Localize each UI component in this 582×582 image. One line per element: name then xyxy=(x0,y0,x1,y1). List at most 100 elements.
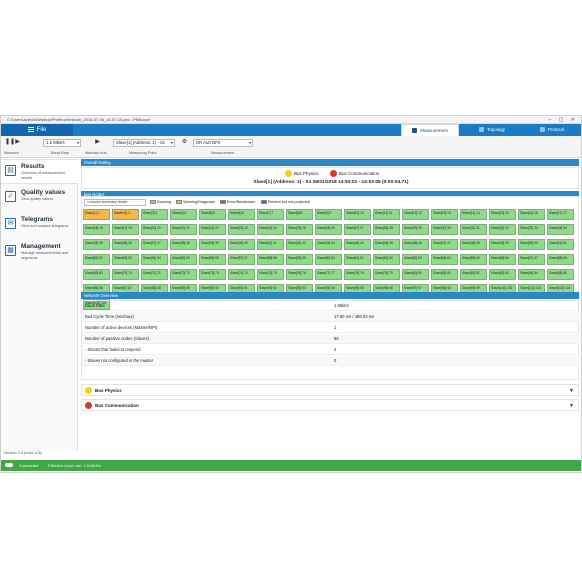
bus-node[interactable]: Slave[17] 17 xyxy=(547,209,574,220)
bus-node[interactable]: Slave[73] 73 xyxy=(199,269,226,280)
chevron-down-icon[interactable]: ▼ xyxy=(569,388,574,394)
tab-topology[interactable]: Topology xyxy=(463,124,521,136)
bus-node[interactable]: Slave[74] 74 xyxy=(228,269,255,280)
maintain-bus-button[interactable]: ▶ xyxy=(95,139,100,145)
bus-node[interactable]: Slave[42] 42 xyxy=(286,239,313,250)
bus-node[interactable]: Slave[27] 27 xyxy=(344,224,371,235)
bus-node[interactable]: Slave[56] 56 xyxy=(199,254,226,265)
bus-node[interactable]: Slave[1] 1 xyxy=(83,209,110,220)
settings-icon[interactable]: ⚙ xyxy=(181,139,188,145)
bus-node[interactable]: Slave[4] 4 xyxy=(170,209,197,220)
bus-node[interactable]: Slave[25] 25 xyxy=(286,224,313,235)
sidebar-item-management[interactable]: ▦ Management Manage measurements and seg… xyxy=(1,240,78,265)
bus-node[interactable]: Slave[13] 13 xyxy=(431,209,458,220)
tab-protocol[interactable]: Protocol xyxy=(523,124,581,136)
bus-node[interactable]: Slave[36] 36 xyxy=(112,239,139,250)
bus-node[interactable]: Slave[10] 10 xyxy=(344,209,371,220)
connection-toggle-icon[interactable] xyxy=(5,463,13,467)
bus-node[interactable]: Slave[41] 41 xyxy=(257,239,284,250)
pause-button[interactable]: ❚❚ xyxy=(5,139,16,145)
bus-node[interactable]: Slave[55] 55 xyxy=(170,254,197,265)
measuring-point-select[interactable]: Slave[1] (Address: 1) - S1 ▾ xyxy=(113,139,175,147)
window-controls[interactable]: – ▢ ✕ xyxy=(548,117,578,123)
bus-node[interactable]: Slave[49] 49 xyxy=(489,239,516,250)
bus-node[interactable]: Slave[18] 18 xyxy=(83,224,110,235)
bus-node[interactable]: Slave[33] 33 xyxy=(518,224,545,235)
bus-node[interactable]: Slave[38] 38 xyxy=(170,239,197,250)
bus-node[interactable]: Slave[26] 26 xyxy=(315,224,342,235)
bus-node[interactable]: Slave[75] 75 xyxy=(257,269,284,280)
file-menu-button[interactable]: File xyxy=(1,124,73,136)
play-button[interactable]: ▶ xyxy=(15,139,20,145)
bus-node[interactable]: Slave[70] 70 xyxy=(112,269,139,280)
bus-node[interactable]: Slave[72] 72 xyxy=(170,269,197,280)
bus-node[interactable]: Slave[47] 47 xyxy=(431,239,458,250)
bus-node[interactable]: Master[1] 1 xyxy=(112,209,139,220)
bus-node[interactable]: Slave[84] 84 xyxy=(518,269,545,280)
bus-node[interactable]: Slave[66] 66 xyxy=(489,254,516,265)
bus-node[interactable]: Slave[67] 67 xyxy=(518,254,545,265)
sidebar-item-telegrams[interactable]: ✉ Telegrams View and analyse telegrams xyxy=(1,213,78,238)
bus-node[interactable]: Slave[31] 31 xyxy=(460,224,487,235)
bus-node[interactable]: Slave[80] 80 xyxy=(402,269,429,280)
bus-node[interactable]: Slave[39] 39 xyxy=(199,239,226,250)
bus-node[interactable]: Slave[71] 71 xyxy=(141,269,168,280)
bus-node[interactable]: Slave[14] 14 xyxy=(460,209,487,220)
tab-measurement[interactable]: Measurement xyxy=(401,124,459,137)
bus-node[interactable]: Slave[58] 58 xyxy=(257,254,284,265)
bus-node[interactable]: Slave[64] 64 xyxy=(431,254,458,265)
chevron-down-icon[interactable]: ▼ xyxy=(569,403,574,409)
bus-node[interactable]: Slave[19] 19 xyxy=(112,224,139,235)
bus-node[interactable]: Slave[53] 53 xyxy=(112,254,139,265)
bus-node[interactable]: Slave[8] 8 xyxy=(286,209,313,220)
bus-node[interactable]: Slave[32] 32 xyxy=(489,224,516,235)
bus-node[interactable]: Slave[78] 78 xyxy=(344,269,371,280)
bus-node[interactable]: Slave[11] 11 xyxy=(373,209,400,220)
bus-node[interactable]: Slave[21] 21 xyxy=(170,224,197,235)
bus-node[interactable]: Slave[68] 68 xyxy=(547,254,574,265)
bus-node[interactable]: Slave[77] 77 xyxy=(315,269,342,280)
bus-node[interactable]: Slave[45] 45 xyxy=(373,239,400,250)
bus-node[interactable]: Slave[52] 52 xyxy=(83,254,110,265)
bus-node[interactable]: Slave[62] 62 xyxy=(373,254,400,265)
bus-node[interactable]: Slave[24] 24 xyxy=(257,224,284,235)
bus-node[interactable]: Slave[61] 61 xyxy=(344,254,371,265)
bus-node[interactable]: Slave[48] 48 xyxy=(460,239,487,250)
bus-node[interactable]: Slave[76] 76 xyxy=(286,269,313,280)
sidebar-item-quality-values[interactable]: ✓ Quality values View quality values xyxy=(1,186,78,211)
summary-filter-select[interactable]: <choose summary detail> xyxy=(84,199,146,206)
bus-node[interactable]: Slave[44] 44 xyxy=(344,239,371,250)
bus-node[interactable]: Slave[23] 23 xyxy=(228,224,255,235)
bus-node[interactable]: Slave[82] 82 xyxy=(460,269,487,280)
bus-node[interactable]: Slave[35] 35 xyxy=(83,239,110,250)
bus-node[interactable]: Slave[57] 57 xyxy=(228,254,255,265)
bus-node[interactable]: Slave[63] 63 xyxy=(402,254,429,265)
bus-node[interactable]: Slave[40] 40 xyxy=(228,239,255,250)
baud-rate-select[interactable]: 1.5 Mbit/s ▾ xyxy=(43,139,81,147)
bus-node[interactable]: Slave[51] 51 xyxy=(547,239,574,250)
bus-node[interactable]: Slave[46] 46 xyxy=(402,239,429,250)
bus-node[interactable]: Slave[54] 54 xyxy=(141,254,168,265)
bus-node[interactable]: Slave[85] 85 xyxy=(547,269,574,280)
bus-node[interactable]: Slave[9] 9 xyxy=(315,209,342,220)
bus-node[interactable]: Slave[5] 5 xyxy=(199,209,226,220)
bus-node[interactable]: Slave[7] 7 xyxy=(257,209,284,220)
bus-node[interactable]: Slave[15] 15 xyxy=(489,209,516,220)
bus-node[interactable]: Slave[50] 50 xyxy=(518,239,545,250)
bus-communication-section[interactable]: Bus Communication ▼ xyxy=(81,399,579,411)
bus-node[interactable]: Slave[12] 12 xyxy=(402,209,429,220)
bus-node[interactable]: Slave[83] 83 xyxy=(489,269,516,280)
bus-node[interactable]: Slave[16] 16 xyxy=(518,209,545,220)
bus-node[interactable]: Slave[59] 59 xyxy=(286,254,313,265)
measurement-select[interactable]: DR Autt DP2 ▾ xyxy=(193,139,253,147)
bus-node[interactable]: Slave[43] 43 xyxy=(315,239,342,250)
bus-node[interactable]: Slave[22] 22 xyxy=(199,224,226,235)
bus-node[interactable]: Slave[60] 60 xyxy=(315,254,342,265)
bus-node[interactable]: Slave[103] 103 xyxy=(83,299,110,310)
bus-node[interactable]: Slave[69] 69 xyxy=(83,269,110,280)
bus-node[interactable]: Slave[65] 65 xyxy=(460,254,487,265)
bus-node[interactable]: Slave[20] 20 xyxy=(141,224,168,235)
bus-node[interactable]: Slave[28] 28 xyxy=(373,224,400,235)
bus-physics-section[interactable]: Bus Physics ▼ xyxy=(81,384,579,396)
bus-node[interactable]: Slave[34] 34 xyxy=(547,224,574,235)
